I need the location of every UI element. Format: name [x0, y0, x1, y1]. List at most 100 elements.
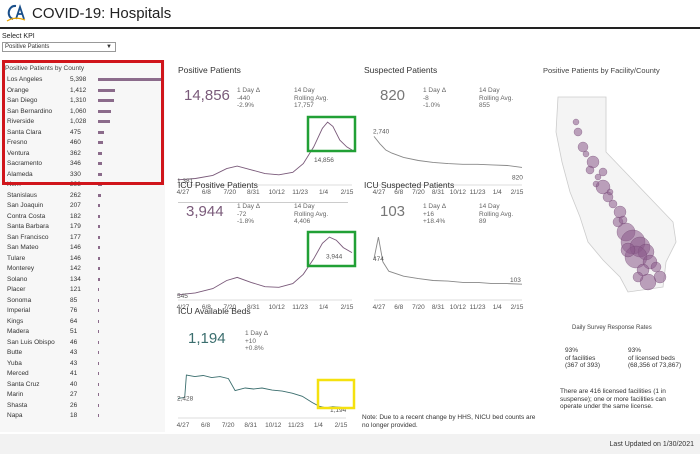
county-row[interactable]: Alameda 330: [5, 170, 165, 180]
x-tick-label: 7/20: [224, 189, 237, 196]
suspected-chart: 4/27 6/8 7/20 8/31 10/12 11/23 1/4 2/15 2,740 820: [373, 128, 524, 196]
county-row[interactable]: Merced 41: [5, 369, 165, 379]
county-row[interactable]: San Mateo 146: [5, 243, 165, 253]
facilities-label: of facilities: [565, 354, 596, 362]
icu-positive-value: 3,944: [186, 203, 224, 220]
end-value-label: 1,194: [330, 407, 347, 414]
california-map[interactable]: [548, 92, 688, 302]
county-row[interactable]: San Bernardino 1,060: [5, 107, 165, 117]
suspected-rolling: 14 Day Rolling Avg. 855: [479, 87, 513, 110]
icu-positive-delta: 1 Day Δ -72 -1.8%: [237, 203, 260, 226]
county-value: 41: [70, 370, 78, 377]
county-row[interactable]: Madera 51: [5, 327, 165, 337]
beds-detail: (68,356 of 73,867): [628, 362, 682, 369]
county-row[interactable]: Sonoma 85: [5, 296, 165, 306]
county-row[interactable]: Imperial 76: [5, 306, 165, 316]
county-row[interactable]: Fresno 460: [5, 138, 165, 148]
icu-beds-delta-label: 1 Day Δ: [245, 330, 269, 337]
county-value: 40: [70, 380, 78, 388]
facility-bubble: [608, 199, 618, 209]
county-row[interactable]: Santa Cruz 40: [5, 380, 165, 390]
icu-beds-delta: 1 Day Δ +10 +0.8%: [245, 330, 268, 353]
county-bar: [98, 193, 102, 197]
county-row[interactable]: Shasta 26: [5, 401, 165, 411]
icu-positive-delta-pct: -1.8%: [237, 218, 254, 225]
x-tick-label: 10/12: [450, 304, 467, 311]
x-tick-label: 10/12: [269, 189, 286, 196]
county-row[interactable]: Solano 134: [5, 275, 165, 285]
icu-suspected-value: 103: [380, 203, 406, 220]
icu-beds-value: 1,194: [188, 330, 226, 347]
county-value: 146: [70, 254, 81, 262]
county-row[interactable]: Sacramento 346: [5, 159, 165, 169]
county-row[interactable]: Santa Clara 475: [5, 128, 165, 138]
county-row[interactable]: Napa 18: [5, 411, 165, 421]
county-name: Santa Cruz: [7, 380, 40, 388]
county-bar: [98, 141, 104, 144]
county-row[interactable]: Contra Costa 182: [5, 212, 165, 222]
county-name: Sonoma: [7, 296, 32, 304]
county-row[interactable]: San Joaquin 207: [5, 201, 165, 211]
county-bar: [98, 414, 99, 417]
x-tick-label: 1/4: [319, 304, 328, 311]
start-value-label: 2,740: [373, 128, 390, 135]
county-bar: [98, 120, 111, 123]
kpi-label: Select KPI: [2, 33, 35, 40]
x-tick-label: 10/12: [269, 304, 286, 311]
positive-rolling-label2: Rolling Avg.: [294, 94, 329, 102]
county-bar: [98, 372, 99, 375]
county-value: 362: [70, 149, 81, 157]
county-name: Contra Costa: [7, 212, 46, 220]
county-bar: [98, 130, 104, 134]
facility-bubble: [650, 261, 662, 273]
county-row[interactable]: Monterey 142: [5, 264, 165, 274]
icu-suspected-rolling-value: 89: [479, 218, 487, 225]
county-row[interactable]: Santa Barbara 179: [5, 222, 165, 232]
county-name: San Francisco: [7, 233, 49, 241]
icu-suspected-delta-pct: +18.4%: [423, 218, 446, 225]
county-row[interactable]: San Francisco 177: [5, 233, 165, 243]
survey-beds: 93% of licensed beds (68,356 of 73,867): [628, 347, 681, 370]
county-row[interactable]: Placer 121: [5, 285, 165, 295]
icu-positive-chart: 4/27 6/8 7/20 8/31 10/12 11/23 1/4 2/15 545 3,944: [177, 230, 357, 311]
county-row[interactable]: Kings 64: [5, 317, 165, 327]
x-tick-label: 11/23: [470, 304, 486, 311]
x-tick-label: 11/23: [288, 422, 304, 429]
divider: [178, 202, 348, 203]
kpi-select[interactable]: Positive Patients ▼: [2, 42, 116, 52]
county-row[interactable]: San Luis Obispo 46: [5, 338, 165, 348]
county-row[interactable]: Los Angeles 5,398: [5, 75, 165, 85]
county-value: 134: [70, 275, 81, 283]
x-tick-label: 7/20: [412, 189, 425, 196]
highlight-box: [316, 378, 356, 410]
county-bar: [98, 109, 111, 113]
county-row[interactable]: Orange 1,412: [5, 86, 165, 96]
icu-suspected-rolling-label1: 14 Day: [479, 203, 500, 210]
county-row[interactable]: San Diego 1,310: [5, 96, 165, 106]
county-panel: Positive Patients by County Los Angeles 5…: [0, 60, 165, 432]
county-name: Tulare: [7, 254, 26, 262]
county-row[interactable]: Yuba 43: [5, 359, 165, 369]
county-row[interactable]: Marin 27: [5, 390, 165, 400]
icu-beds-delta-pct: +0.8%: [245, 345, 264, 352]
county-row[interactable]: Riverside 1,028: [5, 117, 165, 127]
county-value: 179: [70, 223, 81, 230]
icu-beds-title: ICU Available Beds: [178, 306, 251, 316]
facility-bubble: [639, 273, 657, 291]
county-value: 51: [70, 328, 78, 335]
start-value-label: 2,428: [177, 395, 194, 402]
positive-rolling: 14 Day Rolling Avg. 17,757: [294, 87, 328, 110]
suspected-rolling-label1: 14 Day: [479, 87, 500, 94]
county-value: 182: [70, 212, 81, 220]
county-row[interactable]: Butte 43: [5, 348, 165, 358]
county-bar: [98, 225, 101, 228]
facility-bubble: [598, 167, 608, 177]
icu-positive-rolling-label2: Rolling Avg.: [294, 210, 329, 218]
kpi-selected-value: Positive Patients: [5, 44, 50, 50]
county-row[interactable]: Ventura 362: [5, 149, 165, 159]
county-row[interactable]: Tulare 146: [5, 254, 165, 264]
county-name: Marin: [7, 391, 24, 398]
county-row[interactable]: Stanislaus 262: [5, 191, 165, 201]
survey-title: Daily Survey Response Rates: [572, 325, 652, 331]
county-name: Placer: [7, 286, 26, 293]
